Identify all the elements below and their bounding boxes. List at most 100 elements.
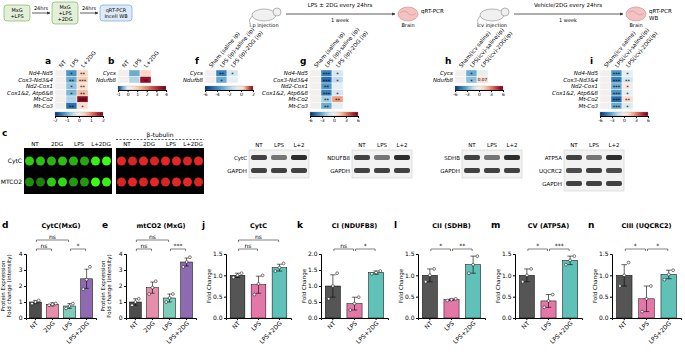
arrow [286, 14, 395, 15]
tick: LPS [443, 318, 456, 332]
data-point [240, 272, 243, 275]
tick-mark [610, 318, 612, 319]
tick: -1 [65, 116, 70, 123]
row-label: Mt-Co3 [578, 103, 598, 109]
well [47, 178, 56, 187]
blot-band [374, 168, 390, 173]
heatmap-cell [332, 90, 343, 97]
tick-label: 0.5 [213, 293, 223, 300]
data-point [649, 285, 652, 288]
well [36, 157, 45, 166]
step-label: Incell WB [104, 13, 128, 19]
heatmap-cell [611, 90, 622, 97]
cell-annotation: *** [323, 71, 331, 77]
data-point [185, 261, 188, 264]
tick-mark [610, 254, 612, 255]
error-bar-cap [330, 274, 335, 275]
blot-band [504, 155, 520, 160]
western-blot: NTLPSL+2SDHBGAPDH [440, 142, 522, 178]
cell-annotation: * [231, 71, 234, 77]
data-point [530, 268, 533, 271]
row-label: MTCO2 [1, 178, 22, 185]
row-label: Cox3-Nd3&4 [273, 77, 308, 83]
duration-label: 1 week [559, 17, 577, 23]
column-label: LPS [69, 57, 80, 69]
protein-label: SDHB [444, 155, 460, 161]
data-point [274, 270, 277, 273]
tick: -2 [53, 116, 58, 123]
tick-label: 1 [136, 92, 139, 97]
cells [600, 70, 633, 109]
stain-line [116, 139, 204, 140]
step-box [52, 2, 78, 24]
data-point [543, 306, 546, 309]
heatmap-cell [611, 83, 622, 90]
tick-label: 0.5 [502, 293, 512, 300]
tick-label: 1.0 [599, 272, 609, 279]
blot-band [291, 168, 307, 173]
tick: LPS+2DG [258, 318, 284, 345]
blot-band [291, 155, 307, 160]
error-bar [352, 297, 357, 310]
tick-mark [319, 270, 321, 271]
tick-mark [668, 318, 669, 320]
blot-band [586, 155, 602, 160]
error-bar-cap [256, 293, 261, 294]
well [80, 178, 89, 187]
tick: 2 [102, 116, 105, 123]
heatmap-cell [77, 103, 88, 110]
blot-band [394, 155, 410, 160]
error-bar [524, 269, 529, 282]
axis: 01234 [19, 250, 27, 321]
tick-label: 0 [127, 92, 130, 97]
tick: 6 [647, 116, 650, 123]
panel-letter: g [300, 56, 306, 66]
panel-letter: a [45, 56, 51, 66]
tick: NT [326, 318, 337, 330]
organ-label: Brain [401, 22, 414, 28]
cell-annotation: * [81, 104, 84, 110]
route-label: icv injection [477, 22, 507, 29]
data-point [472, 263, 475, 266]
tick-label: 0.0 [502, 314, 512, 321]
axis: NTLPSLPS+2DG [419, 318, 486, 345]
error-bar [449, 299, 454, 301]
cell-annotation: * [70, 91, 73, 97]
blot-band [586, 168, 602, 173]
tick-label: LPS+2DG [548, 319, 574, 345]
cells [205, 70, 238, 83]
tick-label: -6 [308, 118, 313, 123]
tick: 2DG [142, 318, 156, 334]
heatmap-cell [477, 77, 488, 84]
tick-mark [186, 318, 187, 320]
lane-label: NT [570, 142, 578, 148]
heatmap-cell [622, 77, 633, 84]
tick-label: LPS [346, 319, 359, 332]
tick: 3 [490, 90, 493, 97]
axis-title: Fold change (intensity) [6, 254, 13, 317]
lane-label: L+2 [293, 142, 304, 148]
data-point [189, 256, 192, 259]
column-label: L+2DG [183, 141, 203, 147]
data-point [68, 305, 71, 308]
heatmap-cell [310, 83, 321, 90]
heatmap-cell [227, 70, 238, 77]
tick-label: NT [230, 319, 241, 330]
tick-mark [24, 302, 26, 303]
error-bar [330, 275, 335, 297]
data-point [424, 280, 427, 283]
tick: 0 [78, 116, 81, 123]
axis: NT2DGLPSLPS+2DG [27, 318, 97, 345]
axis: 01234 [119, 250, 127, 321]
well [117, 157, 126, 166]
tick-label: 1.5 [213, 250, 223, 257]
axis: -101234 [116, 90, 168, 97]
heatmap-cell [611, 96, 622, 103]
tick: 0 [240, 90, 243, 97]
tick: 0.0 [405, 314, 418, 321]
column-label: NT [58, 59, 68, 69]
tick: 2 [252, 90, 255, 97]
error-bar-stem [624, 265, 625, 286]
row-label: Ndufb8 [96, 77, 117, 83]
tick: NT [128, 318, 139, 330]
